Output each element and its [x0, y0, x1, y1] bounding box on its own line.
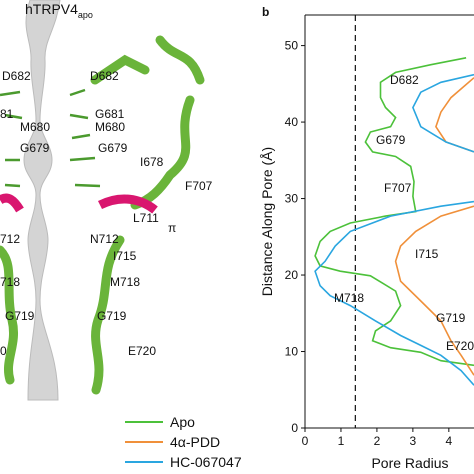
residue-label: M680: [95, 120, 125, 134]
pi-helix: [97, 194, 158, 214]
residue-label: π: [168, 221, 176, 235]
residue-label: 0: [0, 344, 7, 358]
residue-label: G719: [97, 309, 127, 323]
residue-annotation: M718: [334, 291, 364, 305]
residue-label: M680: [20, 120, 50, 134]
residue-annotation: E720: [446, 339, 474, 353]
structure-title: hTRPV4apo: [25, 1, 93, 20]
residue-annotation: G679: [376, 133, 406, 147]
residue-label: G681: [95, 107, 125, 121]
residue-annotation: F707: [384, 181, 412, 195]
residue-label: 81: [0, 107, 14, 121]
series-line: [394, 77, 474, 376]
y-tick-label: 10: [285, 345, 299, 359]
x-axis-label: Pore Radius: [371, 455, 448, 471]
residue-label: E720: [128, 344, 156, 358]
residue-label: L711: [133, 211, 159, 225]
residue-label: G679: [20, 141, 50, 155]
series-line: [314, 73, 474, 386]
x-tick-label: 2: [374, 434, 381, 448]
pore-surface: [23, 0, 61, 401]
x-tick-label: 1: [338, 434, 345, 448]
residue-label: 712: [0, 232, 20, 246]
y-axis-label: Distance Along Pore (Å): [259, 147, 275, 296]
residue-annotation: G719: [436, 311, 466, 325]
helices: [0, 35, 205, 395]
y-tick-label: 0: [291, 421, 298, 435]
residue-label: D682: [90, 69, 119, 83]
residue-annotation: I715: [415, 247, 439, 261]
side-chains: [0, 88, 101, 188]
structure-art: hTRPV4apo: [0, 0, 205, 401]
x-tick-label: 4: [445, 434, 452, 448]
y-tick-label: 30: [285, 192, 299, 206]
legend-label: Apo: [170, 414, 195, 430]
residue-annotation: D682: [390, 73, 419, 87]
y-tick-label: 50: [285, 39, 299, 53]
legend-label: 4α-PDD: [170, 434, 220, 450]
residue-label: G719: [5, 309, 35, 323]
residue-label: G679: [98, 141, 128, 155]
chart: 0 10 20 30 40 50 0 1 2 3 4 Pore Radius Distance Alon…: [259, 14, 474, 471]
pi-helix-left: [0, 193, 24, 213]
residue-label: D682: [2, 69, 31, 83]
x-tick-label: 3: [410, 434, 417, 448]
y-tick-label: 20: [285, 268, 299, 282]
residue-label: 718: [0, 275, 20, 289]
legend-label: HC-067047: [170, 454, 242, 470]
residue-label: I715: [113, 249, 137, 263]
residue-label: M718: [110, 275, 140, 289]
residue-label: N712: [90, 232, 119, 246]
y-tick-label: 40: [285, 115, 299, 129]
x-tick-label: 0: [302, 434, 309, 448]
panel-label: b: [262, 5, 269, 19]
residue-label: I678: [140, 155, 164, 169]
residue-label: F707: [185, 179, 213, 193]
